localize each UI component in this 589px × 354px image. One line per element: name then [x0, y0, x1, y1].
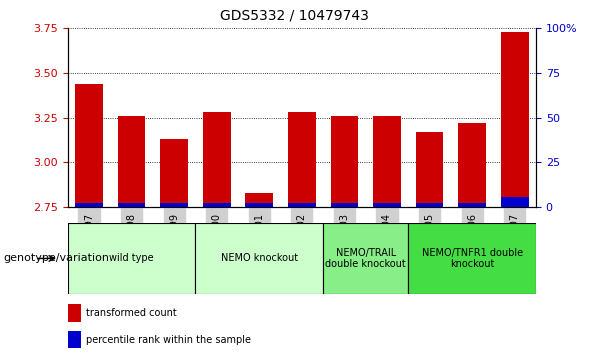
Bar	[373, 116, 401, 207]
Bar	[458, 202, 486, 207]
Bar	[68, 304, 81, 322]
Bar	[118, 202, 145, 207]
Bar	[203, 112, 230, 207]
Bar	[246, 202, 273, 207]
Bar	[323, 223, 408, 294]
Text: NEMO/TRAIL
double knockout: NEMO/TRAIL double knockout	[325, 247, 406, 269]
Text: NEMO/TNFR1 double
knockout: NEMO/TNFR1 double knockout	[422, 247, 522, 269]
Bar	[75, 84, 103, 207]
Bar	[330, 202, 358, 207]
Bar	[68, 223, 196, 294]
Text: wild type: wild type	[110, 253, 154, 263]
Text: GDS5332 / 10479743: GDS5332 / 10479743	[220, 9, 369, 23]
Text: NEMO knockout: NEMO knockout	[221, 253, 298, 263]
Text: transformed count: transformed count	[86, 308, 177, 318]
Bar	[288, 112, 316, 207]
Bar	[416, 202, 444, 207]
Bar	[246, 193, 273, 207]
Text: genotype/variation: genotype/variation	[3, 253, 109, 263]
Bar	[330, 116, 358, 207]
Bar	[501, 197, 528, 207]
Bar	[501, 32, 528, 207]
Bar	[373, 202, 401, 207]
Bar	[408, 223, 536, 294]
Bar	[68, 331, 81, 348]
Bar	[196, 223, 323, 294]
Bar	[458, 123, 486, 207]
Bar	[160, 139, 188, 207]
Bar	[75, 202, 103, 207]
Bar	[160, 202, 188, 207]
Bar	[288, 202, 316, 207]
Text: percentile rank within the sample: percentile rank within the sample	[86, 335, 251, 344]
Bar	[118, 116, 145, 207]
Bar	[416, 132, 444, 207]
Bar	[203, 202, 230, 207]
